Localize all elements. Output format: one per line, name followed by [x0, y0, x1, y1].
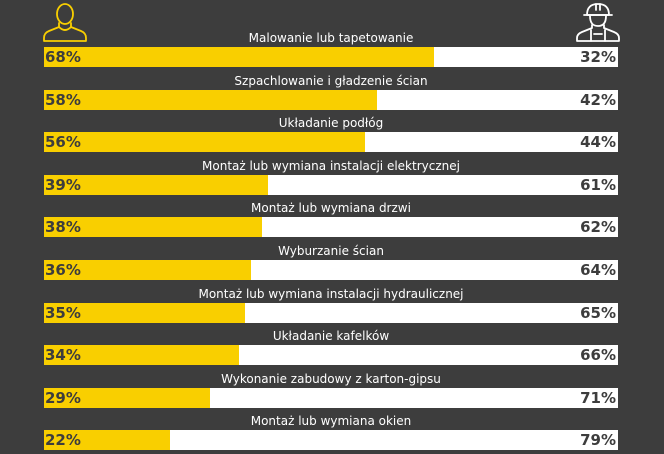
value-label-professional: 44%: [580, 133, 616, 151]
category-label: Montaż lub wymiana drzwi: [251, 201, 411, 215]
category-label: Malowanie lub tapetowanie: [248, 31, 414, 45]
bar-diy: [44, 47, 435, 67]
bar-diy: [44, 430, 171, 450]
bar-diy: [44, 175, 268, 195]
worker-hardhat-icon: [574, 2, 622, 42]
value-label-professional: 64%: [580, 261, 616, 279]
bar-diy: [44, 260, 251, 280]
bar-track: 29% 71%: [44, 388, 618, 408]
value-label-diy: 68%: [45, 48, 81, 66]
category-label: Montaż lub wymiana okien: [250, 414, 412, 428]
bar-diy: [44, 90, 377, 110]
value-label-professional: 61%: [580, 176, 616, 194]
value-label-diy: 29%: [45, 389, 81, 407]
value-label-diy: 34%: [45, 346, 81, 364]
bar-diy: [44, 303, 245, 323]
category-label: Montaż lub wymiana instalacji elektryczn…: [202, 159, 460, 173]
value-label-diy: 22%: [45, 431, 81, 449]
bar-track: 39% 61%: [44, 175, 618, 195]
bar-track: 35% 65%: [44, 303, 618, 323]
category-label: Szpachlowanie i gładzenie ścian: [234, 74, 428, 88]
value-label-professional: 32%: [580, 48, 616, 66]
category-label: Wyburzanie ścian: [278, 244, 384, 258]
bar-track: 22% 79%: [44, 430, 618, 450]
value-label-diy: 58%: [45, 91, 81, 109]
value-label-professional: 66%: [580, 346, 616, 364]
value-label-professional: 62%: [580, 218, 616, 236]
category-label: Wykonanie zabudowy z karton-gipsu: [221, 372, 441, 386]
bar-track: 36% 64%: [44, 260, 618, 280]
bar-diy: [44, 132, 366, 152]
bar-diy: [44, 388, 211, 408]
value-label-diy: 36%: [45, 261, 81, 279]
category-label: Układanie podłóg: [278, 116, 384, 130]
value-label-diy: 56%: [45, 133, 81, 151]
value-label-professional: 79%: [580, 431, 616, 449]
value-label-diy: 39%: [45, 176, 81, 194]
bar-track: 58% 42%: [44, 90, 618, 110]
value-label-professional: 65%: [580, 304, 616, 322]
value-label-professional: 71%: [580, 389, 616, 407]
bar-diy: [44, 217, 263, 237]
bar-track: 68% 32%: [44, 47, 618, 67]
value-label-diy: 38%: [45, 218, 81, 236]
value-label-diy: 35%: [45, 304, 81, 322]
bar-diy: [44, 345, 240, 365]
bar-track: 38% 62%: [44, 217, 618, 237]
category-label: Montaż lub wymiana instalacji hydraulicz…: [198, 287, 464, 301]
category-label: Układanie kafelków: [272, 329, 390, 343]
person-icon: [41, 2, 89, 42]
bar-track: 56% 44%: [44, 132, 618, 152]
bar-track: 34% 66%: [44, 345, 618, 365]
value-label-professional: 42%: [580, 91, 616, 109]
